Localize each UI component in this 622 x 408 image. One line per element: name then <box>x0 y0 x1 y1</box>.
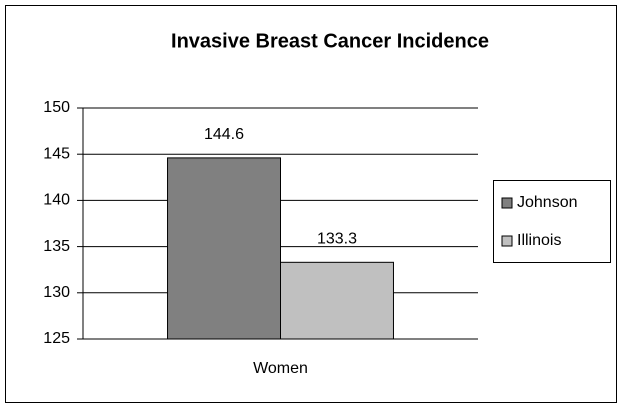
bar <box>280 261 394 340</box>
y-tick-label: 125 <box>43 330 70 347</box>
legend-label: Illinois <box>517 232 561 249</box>
y-tick-label: 150 <box>43 99 70 116</box>
legend-label: Johnson <box>517 194 578 211</box>
y-tick-label: 145 <box>43 145 70 162</box>
legend-box <box>493 180 611 263</box>
data-label: 133.3 <box>317 231 357 248</box>
y-tick-label: 130 <box>43 284 70 301</box>
legend-swatch <box>501 197 513 209</box>
data-label: 144.6 <box>204 126 244 143</box>
y-tick-label: 135 <box>43 238 70 255</box>
x-tick-label: Women <box>253 360 308 377</box>
bar <box>167 157 281 340</box>
chart-title: Invasive Breast Cancer Incidence <box>171 30 489 52</box>
legend-swatch <box>501 235 513 247</box>
y-tick-label: 140 <box>43 192 70 209</box>
